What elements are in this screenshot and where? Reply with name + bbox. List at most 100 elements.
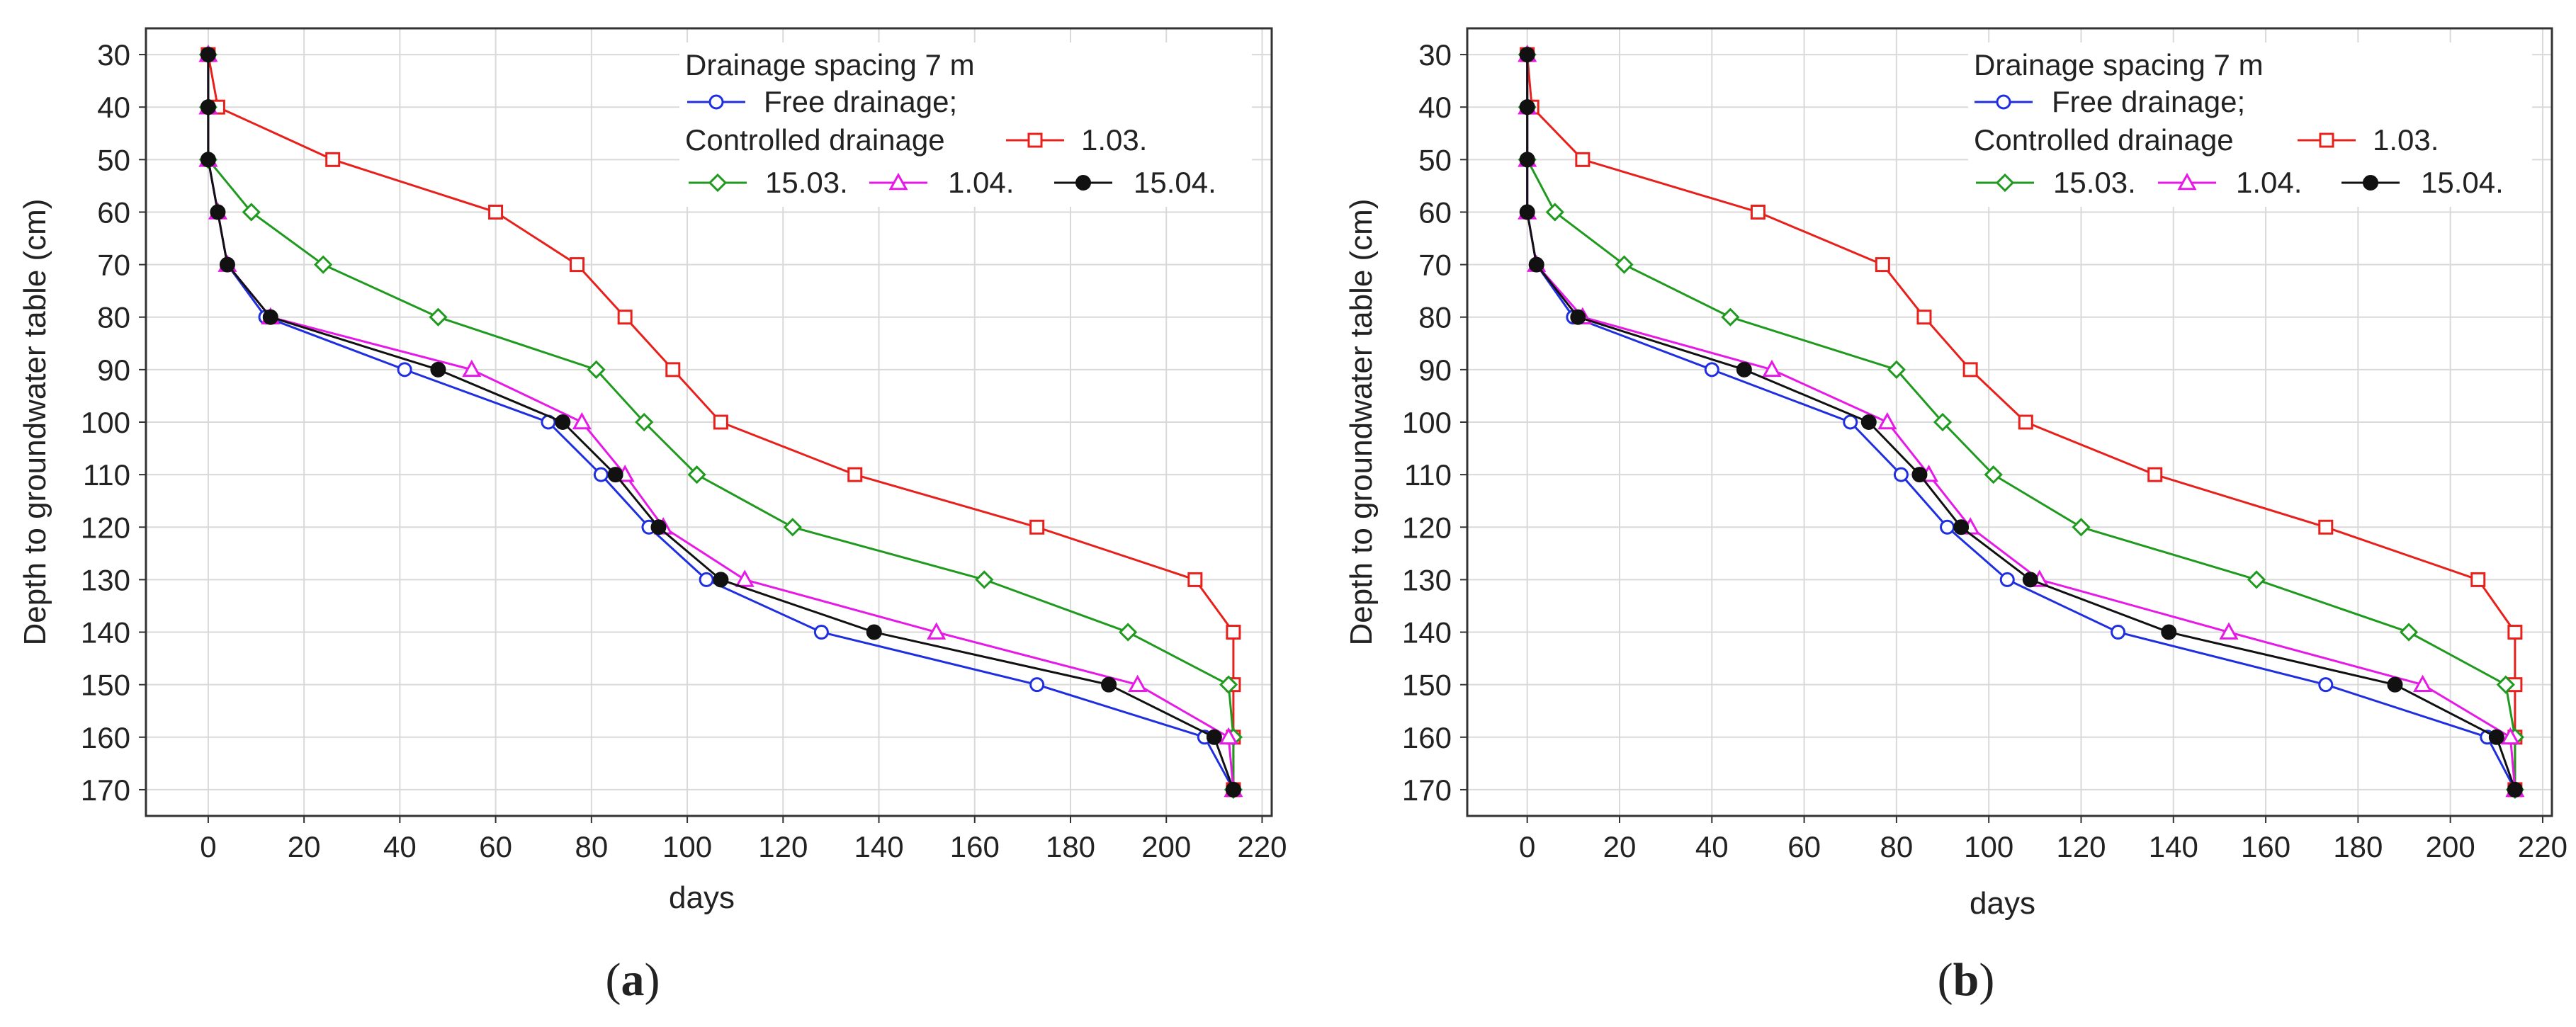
data-point [1940, 519, 1955, 535]
y-tick-label: 30 [1418, 38, 1452, 72]
legend: Drainage spacing 7 m Free drainage; Contro… [679, 42, 1252, 207]
legend-label-4: 15.04. [2421, 166, 2504, 199]
y-tick-label: 160 [1402, 721, 1452, 754]
data-point [617, 310, 633, 325]
data-point [1704, 362, 1719, 378]
data-point [847, 467, 863, 482]
y-tick-label: 150 [81, 669, 130, 702]
legend-label-2: 15.03. [2053, 166, 2136, 199]
data-point [1570, 309, 1586, 325]
y-tick-label: 130 [1402, 563, 1452, 596]
legend-label-1: 1.03. [1081, 123, 1147, 157]
data-point [1615, 255, 1634, 274]
data-point [1843, 414, 1858, 430]
data-point [1029, 677, 1045, 693]
legend-marker-4 [1075, 175, 1091, 191]
y-tick-label: 120 [81, 511, 130, 544]
legend-marker-0 [1996, 94, 2011, 110]
panel-label: (a) [606, 954, 660, 1006]
y-tick-label: 100 [1402, 406, 1452, 439]
data-point [572, 412, 592, 430]
data-point [2247, 570, 2266, 589]
data-point [430, 361, 446, 378]
data-point [713, 572, 729, 588]
legend-marker-1 [2319, 132, 2334, 148]
data-point [1219, 727, 1238, 745]
data-point [593, 467, 609, 482]
y-tick-label: 60 [97, 195, 130, 229]
data-point [1893, 467, 1909, 482]
y-tick-label: 90 [1418, 353, 1452, 387]
legend-label-2: 15.03. [765, 166, 848, 199]
y-tick-label: 100 [81, 406, 130, 439]
legend-background [1968, 42, 2532, 207]
data-point [1762, 359, 1782, 378]
legend-marker-4 [2363, 175, 2378, 191]
data-point [1933, 412, 1953, 432]
data-point [783, 518, 802, 537]
x-axis-title: days [669, 880, 735, 915]
y-tick-label: 150 [1402, 669, 1452, 702]
data-point [650, 519, 667, 535]
chart-panel-a: 0 20 40 60 80 100 120 140 160 180 200 220 30 40 50 60 70… [18, 27, 1287, 1006]
data-point [2500, 727, 2520, 745]
y-tick-label: 140 [81, 616, 130, 649]
data-point [1916, 310, 1932, 325]
legend-group-label: Controlled drainage [685, 123, 945, 157]
legend-label-4: 15.04. [1134, 166, 1216, 199]
data-point [488, 204, 504, 220]
x-tick-label: 80 [575, 830, 608, 863]
data-point [1225, 781, 1241, 798]
data-point [2399, 623, 2419, 642]
data-point [587, 360, 606, 379]
data-point [2413, 674, 2433, 692]
y-axis-title: Depth to groundwater table (cm) [18, 199, 52, 646]
x-axis: 0 20 40 60 80 100 120 140 160 180 200 220 [200, 816, 1287, 863]
legend-heading: Drainage spacing 7 m [1974, 48, 2264, 81]
legend-label-0: Free drainage; [2052, 85, 2245, 118]
y-tick-label: 70 [97, 249, 130, 282]
data-point [1545, 203, 1564, 222]
legend-label-1: 1.03. [2373, 123, 2439, 157]
x-tick-label: 60 [479, 830, 512, 863]
data-point [210, 204, 226, 220]
data-point [1860, 414, 1877, 430]
legend-marker-2 [1995, 173, 2015, 193]
data-point [1750, 204, 1766, 220]
data-point [1875, 257, 1890, 273]
y-tick-label: 110 [1404, 458, 1452, 492]
data-point [927, 622, 947, 640]
legend-heading: Drainage spacing 7 m [685, 48, 975, 81]
x-tick-label: 180 [2333, 830, 2383, 863]
data-point [1736, 361, 1752, 378]
y-tick-label: 120 [1402, 511, 1452, 544]
y-tick-label: 140 [1402, 616, 1452, 649]
y-tick-label: 70 [1418, 249, 1452, 282]
data-point [2318, 677, 2334, 693]
y-tick-label: 170 [1402, 773, 1452, 807]
data-point [975, 570, 994, 589]
data-point [866, 624, 882, 640]
data-point [1999, 572, 2015, 587]
data-point [1029, 519, 1045, 535]
data-point [2147, 467, 2163, 482]
x-tick-label: 140 [2149, 830, 2198, 863]
legend-marker-3 [2177, 172, 2197, 191]
legend-background [679, 42, 1252, 207]
data-point [2072, 518, 2091, 537]
data-point [2161, 624, 2177, 640]
data-point [713, 414, 728, 430]
data-point [2507, 625, 2523, 640]
data-point [200, 99, 216, 115]
y-tick-label: 50 [1418, 143, 1452, 176]
y-tick-label: 60 [1418, 195, 1452, 229]
x-tick-label: 100 [1964, 830, 2013, 863]
y-tick-label: 80 [97, 301, 130, 334]
data-point [314, 255, 333, 274]
data-point [1962, 362, 1978, 378]
data-point [2219, 622, 2239, 640]
x-tick-label: 40 [1695, 830, 1729, 863]
x-tick-label: 20 [1603, 830, 1637, 863]
x-tick-label: 220 [1237, 830, 1287, 863]
